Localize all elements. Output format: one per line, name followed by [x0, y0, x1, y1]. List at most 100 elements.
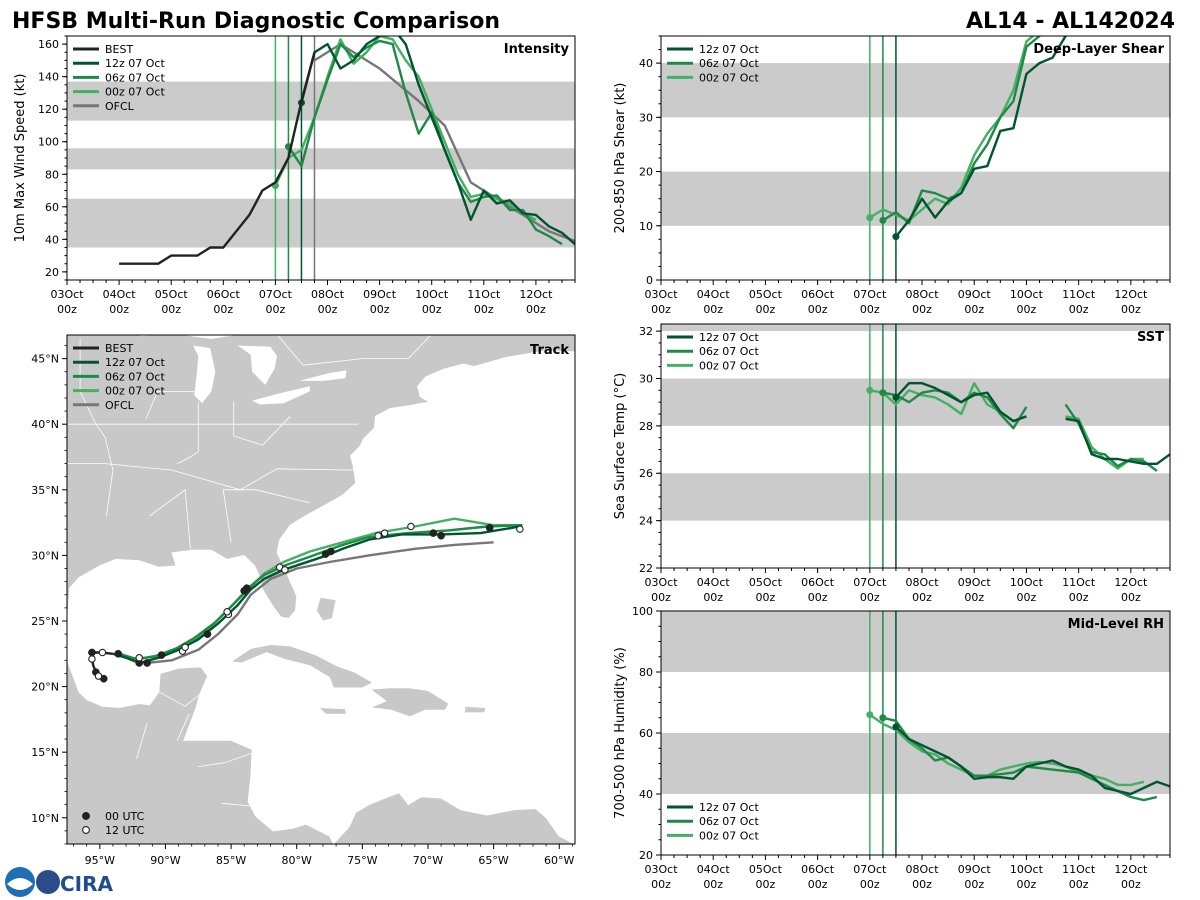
sst-y-tick-label: 28: [639, 420, 653, 433]
shear-y-tick-label: 40: [639, 57, 653, 70]
shear-x-tick-label: 03Oct: [644, 288, 678, 301]
rh-series-00z-07-oct-start-point: [866, 711, 874, 719]
sst-y-tick-label: 26: [639, 467, 653, 480]
storm-id: AL14 - AL142024: [966, 9, 1175, 34]
shear-series-12z-07-oct-line: [894, 36, 1067, 238]
intensity-x-tick-sublabel: 00z: [109, 303, 129, 316]
track-dot-legend-label: 00 UTC: [105, 810, 145, 823]
south-america-landmass: [67, 792, 575, 844]
state-border-1: [67, 463, 355, 491]
sst-x-tick-sublabel: 00z: [756, 591, 776, 604]
intensity-series-06z-07-oct-line: [287, 39, 563, 246]
lake-michigan: [193, 345, 216, 404]
rh-series-06z-07-oct-start-point: [879, 714, 887, 722]
track-lon-label: 75°W: [347, 854, 377, 867]
intensity-legend-label-ofcl: OFCL: [105, 100, 135, 113]
lake-erie: [252, 386, 310, 405]
sst-x-tick-label: 09Oct: [958, 576, 992, 589]
rh-x-tick-sublabel: 00z: [1121, 878, 1141, 891]
sst-axes-frame: [660, 323, 1171, 569]
shear-series-06z-07-oct-start-point: [879, 216, 887, 224]
sst-x-tick-sublabel: 00z: [964, 591, 984, 604]
intensity-x-tick-sublabel: 00z: [474, 303, 494, 316]
rh-panel-title: Mid-Level RH: [1068, 617, 1164, 632]
track-lat-label: 35°N: [31, 484, 59, 497]
state-border-6: [177, 401, 199, 464]
track-axes-frame: [66, 334, 576, 845]
cuba-island: [229, 644, 374, 689]
shear-x-tick-sublabel: 00z: [912, 303, 932, 316]
rh-series-06z-07-oct-line: [882, 716, 1158, 802]
intensity-y-tick-label: 140: [38, 71, 59, 84]
figure-title: HFSB Multi-Run Diagnostic Comparison: [12, 9, 500, 34]
rh-x-tick-sublabel: 00z: [756, 878, 776, 891]
rh-y-tick-label: 20: [639, 849, 653, 862]
sst-y-axis-label: Sea Surface Temp (°C): [613, 373, 628, 520]
sst-y-tick-label: 30: [639, 372, 653, 385]
track-marker-12utc: [181, 643, 189, 651]
track-lon-label: 90°W: [150, 854, 180, 867]
shear-x-tick-label: 06Oct: [801, 288, 835, 301]
track-lon-label: 60°W: [544, 854, 574, 867]
track-panel-title: Track: [530, 343, 569, 358]
sst-y-tick-label: 24: [639, 515, 653, 528]
shear-x-tick-label: 05Oct: [749, 288, 783, 301]
state-border-14: [221, 802, 250, 807]
lake-ontario: [299, 370, 347, 381]
shear-x-tick-label: 11Oct: [1062, 288, 1096, 301]
state-border-0: [79, 338, 114, 517]
shear-panel-title: Deep-Layer Shear: [1033, 42, 1164, 57]
shear-x-tick-label: 12Oct: [1114, 288, 1148, 301]
sst-x-tick-sublabel: 00z: [1121, 591, 1141, 604]
track-lon-label: 80°W: [282, 854, 312, 867]
track-dot-legend-label: 12 UTC: [105, 824, 145, 837]
track-marker-00utc: [88, 648, 96, 657]
intensity-x-tick-label: 10Oct: [415, 288, 449, 301]
intensity-x-tick-sublabel: 00z: [318, 303, 338, 316]
intensity-legend-label-best: BEST: [105, 43, 133, 56]
shear-y-tick-label: 10: [639, 220, 653, 233]
shear-x-tick-sublabel: 00z: [703, 303, 723, 316]
shear-plot-area: [661, 36, 1170, 280]
track-marker-12utc: [380, 529, 389, 537]
track-legend-label-06z-07-oct: 06z 07 Oct: [105, 370, 165, 383]
shear-x-tick-sublabel: 00z: [964, 303, 984, 316]
intensity-series-12z-07-oct-line: [300, 36, 575, 246]
rh-x-tick-sublabel: 00z: [1017, 878, 1037, 891]
shear-x-tick-label: 08Oct: [906, 288, 940, 301]
intensity-x-tick-label: 07Oct: [259, 288, 293, 301]
sst-panel-title: SST: [1137, 330, 1164, 345]
intensity-x-tick-label: 09Oct: [363, 288, 397, 301]
rh-legend-label-06z-07-oct: 06z 07 Oct: [699, 815, 759, 828]
track-marker-12utc: [94, 672, 103, 680]
lake-huron: [237, 345, 277, 385]
rh-x-tick-label: 03Oct: [644, 863, 678, 876]
intensity-panel-title: Intensity: [504, 42, 570, 57]
intensity-band-1: [67, 148, 575, 170]
track-lat-label: 45°N: [31, 353, 59, 366]
intensity-series-best-line: [119, 51, 316, 265]
rh-band-1: [661, 611, 1170, 672]
sst-y-tick-label: 32: [639, 325, 653, 338]
sst-band-0: [661, 473, 1170, 521]
track-marker-00utc: [203, 630, 212, 638]
intensity-x-tick-label: 06Oct: [207, 288, 241, 301]
shear-x-tick-sublabel: 00z: [1121, 303, 1141, 316]
rh-series-12z-07-oct-line: [895, 726, 1170, 796]
intensity-legend-label-06z-07-oct: 06z 07 Oct: [105, 71, 165, 84]
track-series-ofcl-line: [145, 541, 494, 665]
rh-x-tick-sublabel: 00z: [651, 878, 671, 891]
intensity-x-tick-sublabel: 00z: [422, 303, 442, 316]
intensity-series-ofcl-line: [313, 42, 575, 243]
rh-y-tick-label: 100: [632, 605, 653, 618]
hispaniola-island: [368, 687, 450, 718]
shear-series-00z-07-oct-start-point: [866, 214, 874, 222]
cira-logo: CIRA: [5, 867, 114, 897]
cira-globe-icon: [36, 870, 60, 894]
track-series-06z-07-oct-line: [119, 524, 523, 661]
track-lat-label: 15°N: [31, 746, 59, 759]
rh-x-tick-sublabel: 00z: [860, 878, 880, 891]
rh-x-tick-label: 05Oct: [749, 863, 783, 876]
intensity-y-tick-label: 60: [45, 201, 59, 214]
shear-x-tick-sublabel: 00z: [756, 303, 776, 316]
